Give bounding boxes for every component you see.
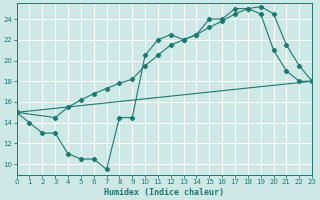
X-axis label: Humidex (Indice chaleur): Humidex (Indice chaleur) xyxy=(104,188,224,197)
